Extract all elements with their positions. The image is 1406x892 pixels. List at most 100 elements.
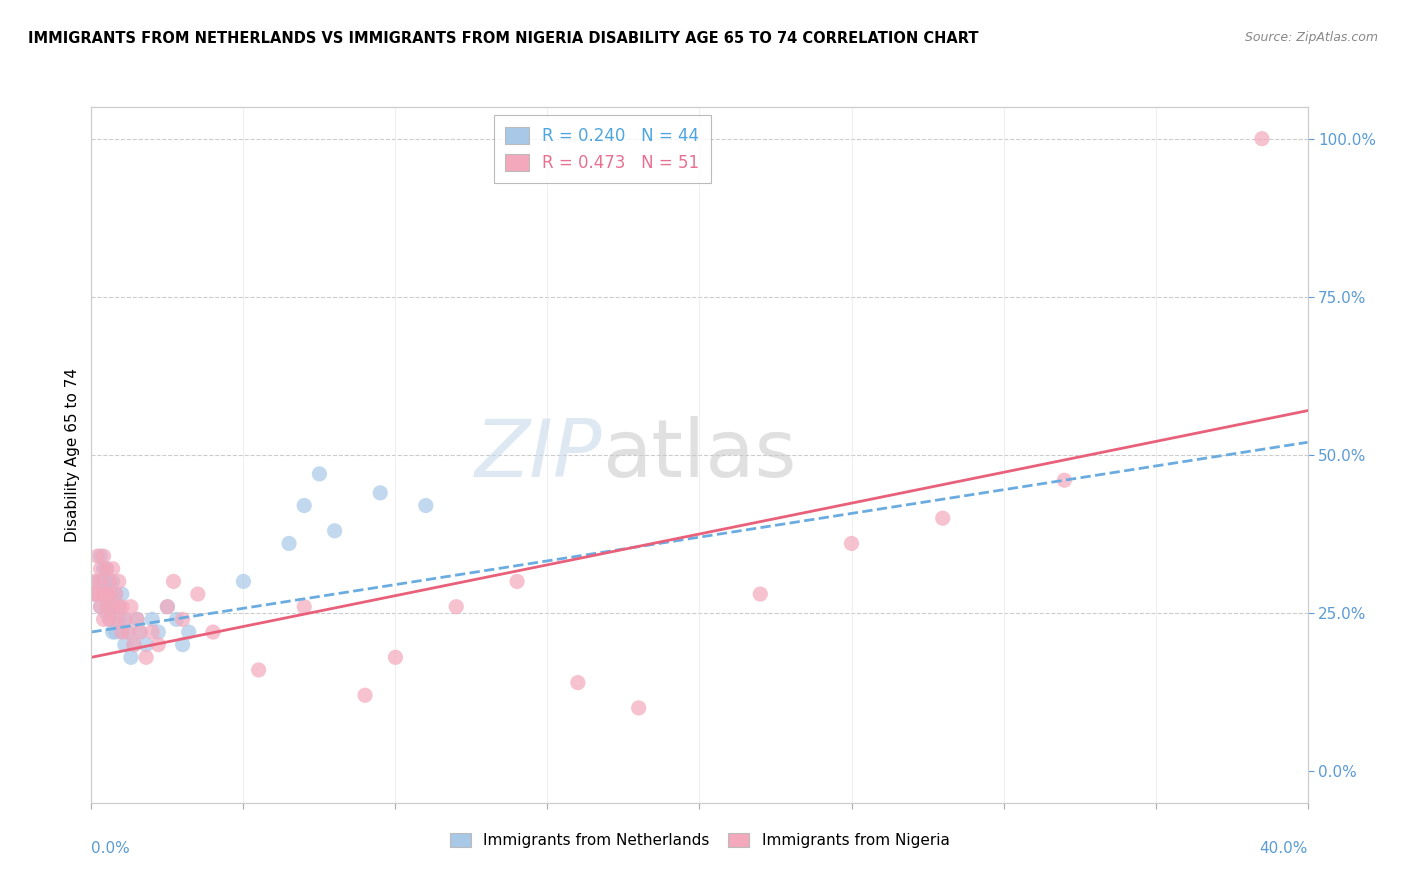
Point xyxy=(308,467,330,481)
Point xyxy=(177,625,200,640)
Point xyxy=(98,574,121,589)
Point xyxy=(89,599,111,614)
Point xyxy=(114,612,136,626)
Point xyxy=(117,625,139,640)
Point xyxy=(749,587,772,601)
Point xyxy=(101,599,124,614)
Point xyxy=(107,599,129,614)
Point xyxy=(232,574,254,589)
Point xyxy=(107,599,129,614)
Point xyxy=(104,587,127,601)
Point xyxy=(93,587,115,601)
Text: ZIP: ZIP xyxy=(475,416,602,494)
Point xyxy=(101,562,124,576)
Point xyxy=(156,599,179,614)
Point xyxy=(148,638,170,652)
Y-axis label: Disability Age 65 to 74: Disability Age 65 to 74 xyxy=(65,368,80,542)
Point xyxy=(129,625,152,640)
Point xyxy=(122,638,145,652)
Point xyxy=(323,524,346,538)
Point xyxy=(354,688,377,702)
Point xyxy=(166,612,188,626)
Point xyxy=(841,536,863,550)
Point xyxy=(129,625,152,640)
Point xyxy=(292,599,315,614)
Point xyxy=(114,612,136,626)
Point xyxy=(93,574,115,589)
Point xyxy=(101,599,124,614)
Point xyxy=(120,599,142,614)
Point xyxy=(111,587,134,601)
Point xyxy=(96,562,118,576)
Point xyxy=(202,625,225,640)
Point xyxy=(187,587,209,601)
Point xyxy=(135,638,157,652)
Point xyxy=(292,499,315,513)
Point xyxy=(86,574,108,589)
Point xyxy=(96,587,118,601)
Text: 40.0%: 40.0% xyxy=(1260,841,1308,856)
Point xyxy=(86,587,108,601)
Text: IMMIGRANTS FROM NETHERLANDS VS IMMIGRANTS FROM NIGERIA DISABILITY AGE 65 TO 74 C: IMMIGRANTS FROM NETHERLANDS VS IMMIGRANT… xyxy=(28,31,979,46)
Point xyxy=(931,511,953,525)
Point xyxy=(93,549,115,563)
Point xyxy=(122,638,145,652)
Point xyxy=(111,599,134,614)
Point xyxy=(89,599,111,614)
Point xyxy=(89,562,111,576)
Text: atlas: atlas xyxy=(602,416,797,494)
Point xyxy=(93,587,115,601)
Point xyxy=(98,574,121,589)
Point xyxy=(117,625,139,640)
Point xyxy=(111,625,134,640)
Point xyxy=(98,612,121,626)
Point xyxy=(83,587,105,601)
Point xyxy=(247,663,270,677)
Point xyxy=(96,593,118,607)
Point xyxy=(415,499,437,513)
Point xyxy=(98,587,121,601)
Point xyxy=(89,549,111,563)
Point xyxy=(83,587,105,601)
Point xyxy=(96,574,118,589)
Point xyxy=(567,675,589,690)
Point xyxy=(135,650,157,665)
Point xyxy=(98,587,121,601)
Point xyxy=(86,549,108,563)
Point xyxy=(120,650,142,665)
Point xyxy=(141,612,163,626)
Point xyxy=(627,701,650,715)
Point xyxy=(107,612,129,626)
Point xyxy=(89,574,111,589)
Point xyxy=(444,599,467,614)
Text: 0.0%: 0.0% xyxy=(91,841,131,856)
Point xyxy=(368,486,391,500)
Point xyxy=(104,587,127,601)
Point xyxy=(172,612,194,626)
Point xyxy=(384,650,406,665)
Point xyxy=(101,574,124,589)
Point xyxy=(98,612,121,626)
Point xyxy=(172,638,194,652)
Point xyxy=(162,574,184,589)
Point xyxy=(101,625,124,640)
Point xyxy=(278,536,301,550)
Point xyxy=(96,562,118,576)
Point xyxy=(506,574,529,589)
Point xyxy=(107,574,129,589)
Point xyxy=(156,599,179,614)
Point xyxy=(104,625,127,640)
Point xyxy=(83,574,105,589)
Point xyxy=(114,638,136,652)
Point xyxy=(93,562,115,576)
Point xyxy=(104,612,127,626)
Point xyxy=(141,625,163,640)
Text: Source: ZipAtlas.com: Source: ZipAtlas.com xyxy=(1244,31,1378,45)
Point xyxy=(125,612,148,626)
Legend: Immigrants from Netherlands, Immigrants from Nigeria: Immigrants from Netherlands, Immigrants … xyxy=(443,827,956,855)
Point xyxy=(1053,473,1076,487)
Point xyxy=(93,612,115,626)
Point xyxy=(1251,131,1274,145)
Point xyxy=(148,625,170,640)
Point xyxy=(111,625,134,640)
